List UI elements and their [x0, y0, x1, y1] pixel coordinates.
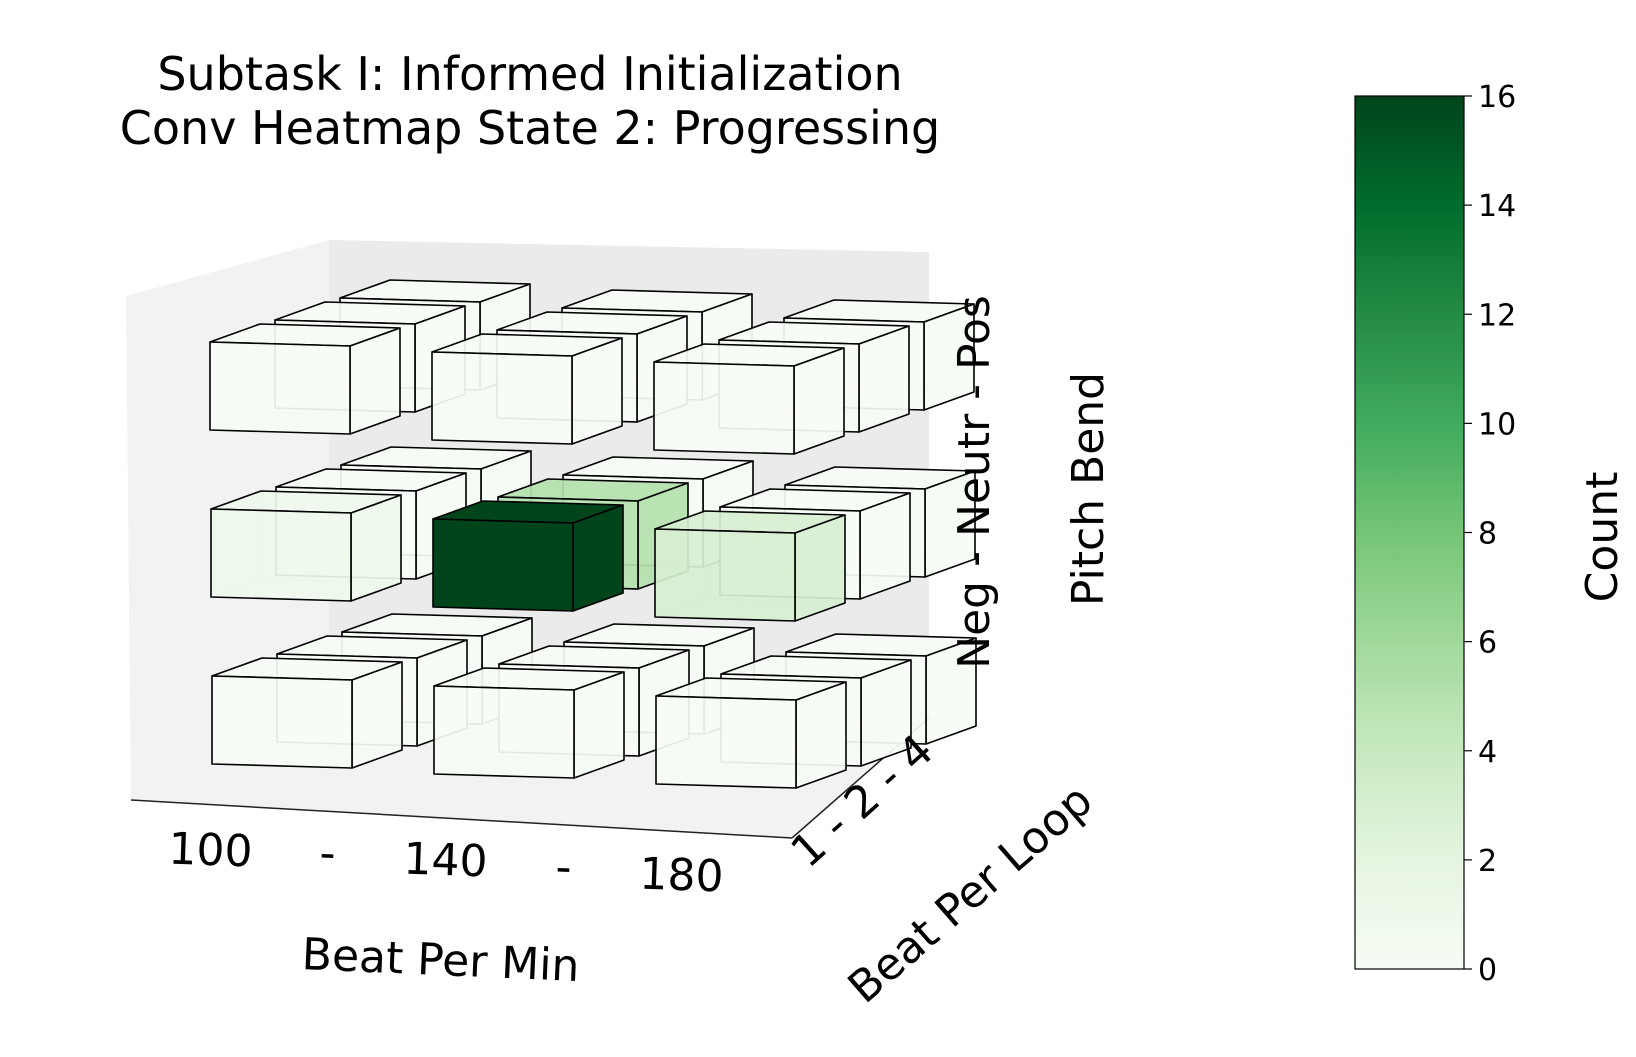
colorbar-tick-label: 0 [1478, 953, 1497, 988]
heatmap-cube [211, 657, 403, 769]
x-tick-label: - [555, 842, 573, 894]
title-line-1: Subtask I: Informed Initialization [157, 47, 902, 101]
title-line-2: Conv Heatmap State 2: Progressing [120, 101, 940, 155]
z-tick-labels: Neg - Neutr - Pos [949, 295, 1000, 669]
x-tick-label: - [319, 828, 337, 880]
heatmap-cube [655, 677, 847, 789]
colorbar-tick-label: 4 [1478, 735, 1497, 770]
colorbar-tick-label: 12 [1478, 298, 1516, 333]
colorbar-label: Count [1577, 472, 1628, 603]
x-tick-label: 100 [168, 824, 254, 878]
x-tick-label: 140 [403, 834, 489, 888]
colorbar-ticks: 0 2 4 6 8 10 12 14 16 [1464, 80, 1516, 988]
colorbar: 0 2 4 6 8 10 12 14 16 Count [1354, 80, 1628, 988]
heatmap-cube [210, 490, 402, 602]
colorbar-gradient [1354, 95, 1465, 970]
heatmap-cube [433, 667, 625, 779]
chart-title: Subtask I: Informed Initialization Conv … [120, 47, 940, 155]
colorbar-tick-label: 6 [1478, 626, 1497, 661]
colorbar-tick-label: 16 [1478, 80, 1516, 115]
heatmap-cube [653, 343, 845, 455]
colorbar-tick-label: 2 [1478, 844, 1497, 879]
x-axis-label: Beat Per Min [301, 929, 581, 992]
x-tick-labels: 100 - 140 - 180 [168, 824, 725, 903]
x-axis-line [130, 799, 793, 839]
heatmap-cube [654, 510, 846, 622]
z-axis-label: Pitch Bend [1063, 372, 1114, 606]
heatmap-cube [432, 500, 624, 612]
voxel-cubes [209, 279, 977, 789]
colorbar-tick-label: 8 [1478, 517, 1497, 552]
x-tick-label: 180 [639, 849, 725, 903]
colorbar-tick-label: 14 [1478, 189, 1516, 224]
colorbar-tick-label: 10 [1478, 407, 1516, 442]
heatmap-cube [431, 333, 623, 445]
heatmap-cube [209, 323, 401, 435]
